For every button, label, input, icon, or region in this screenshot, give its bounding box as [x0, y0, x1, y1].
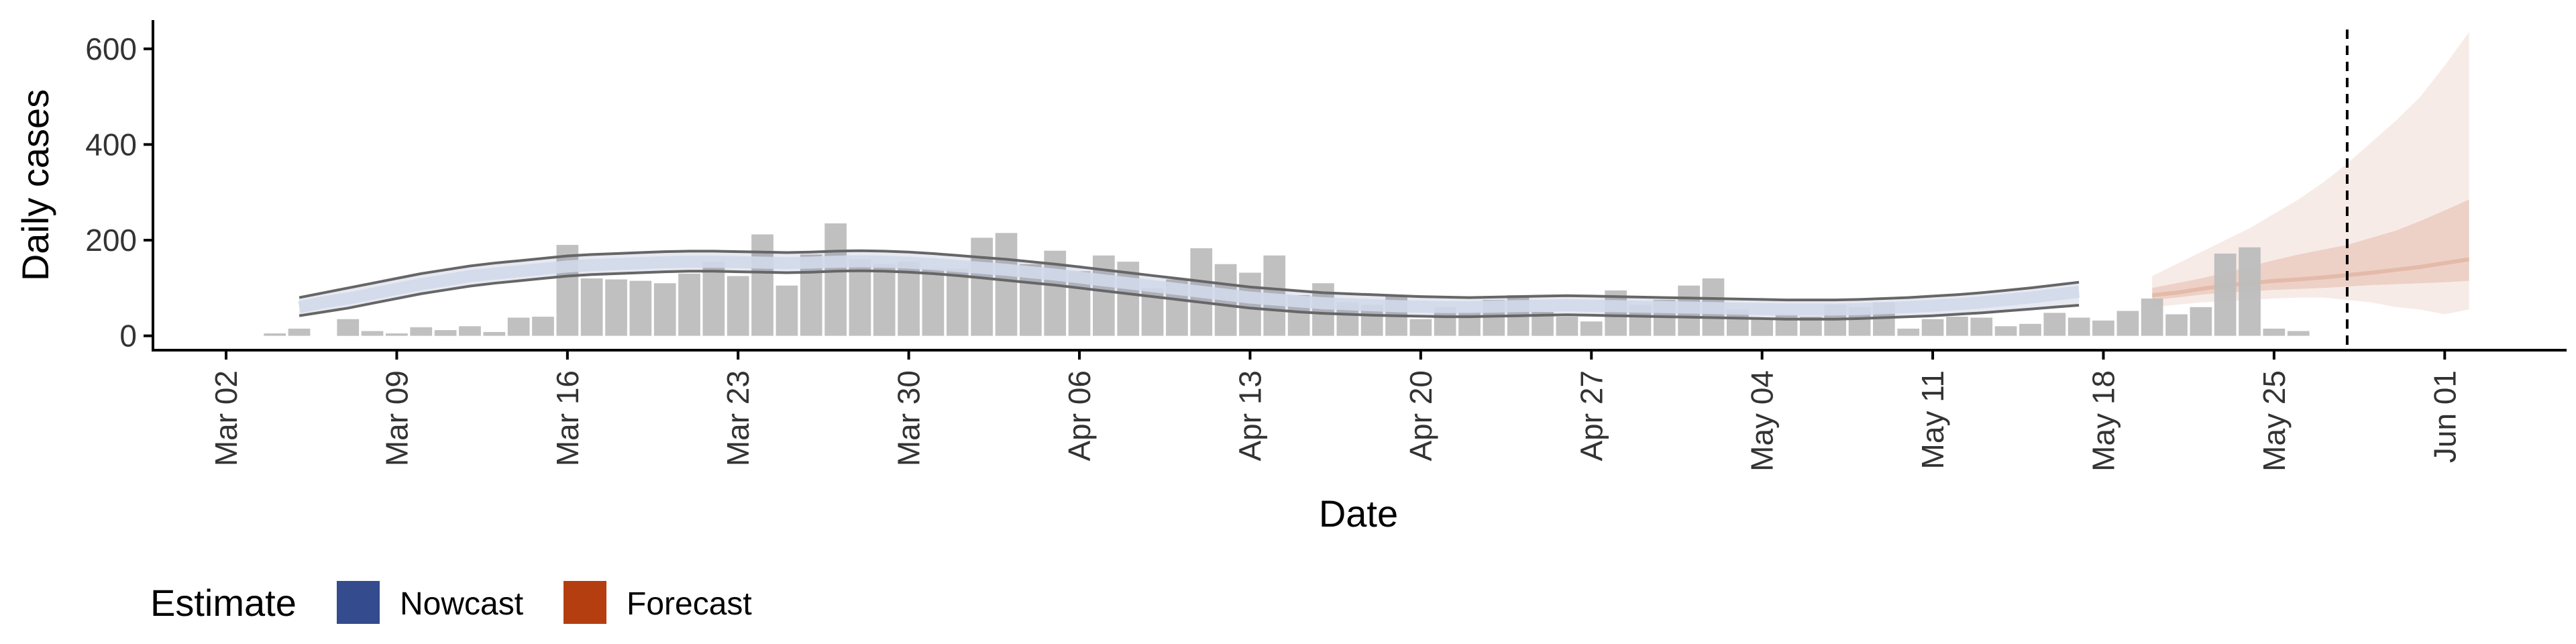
axes: [152, 20, 2567, 352]
y-tick-label: 400: [85, 127, 137, 162]
y-axis-title: Daily cases: [14, 89, 56, 281]
case-bar: [2239, 247, 2261, 336]
case-bar: [947, 268, 969, 336]
forecast-median-line: [2151, 257, 2470, 297]
case-bar: [1994, 326, 2017, 336]
x-tick-label: Mar 09: [379, 370, 414, 466]
nowcast-lower-line: [299, 269, 2080, 321]
case-bar: [434, 330, 457, 336]
case-bar: [507, 317, 530, 336]
case-bar: [1751, 319, 1773, 336]
legend-swatch-forecast: [564, 581, 606, 624]
case-bar: [2019, 323, 2041, 336]
forecast-bands: [2151, 32, 2470, 315]
case-bar: [2092, 320, 2114, 336]
case-bar: [1946, 317, 1968, 336]
x-tick-label: Apr 13: [1233, 370, 1268, 462]
case-bar: [337, 319, 360, 336]
case-bar: [2190, 307, 2212, 336]
legend-swatch-nowcast: [337, 581, 380, 624]
x-tick-label: Jun 01: [2427, 370, 2462, 463]
case-bar: [2141, 299, 2163, 336]
case-bar: [873, 264, 896, 336]
x-ticks: Mar 02 Mar 09 Mar 16 Mar 23 Mar 30 Apr 06 Apr …: [209, 350, 2462, 472]
case-bar: [264, 333, 286, 336]
legend: Estimate Nowcast Forecast: [150, 581, 752, 624]
y-tick-label: 600: [85, 32, 137, 66]
legend-label-nowcast: Nowcast: [400, 586, 523, 622]
case-bar: [532, 317, 554, 336]
legend-title: Estimate: [150, 582, 297, 624]
case-bar: [2068, 317, 2090, 336]
case-bar: [653, 283, 676, 336]
case-bar: [288, 328, 311, 336]
case-bar: [1556, 317, 1578, 336]
y-tick-label: 0: [119, 319, 137, 354]
case-bar: [2287, 331, 2310, 336]
x-tick-label: May 18: [2086, 370, 2121, 472]
case-bar: [2165, 314, 2188, 336]
forecast-band-90: [2152, 32, 2469, 315]
x-tick-label: May 11: [1915, 370, 1950, 469]
y-ticks: 0 200 400 600: [85, 32, 153, 354]
x-tick-label: May 04: [1745, 370, 1780, 472]
x-tick-label: Apr 27: [1574, 370, 1609, 462]
nowcast-median-line: [298, 255, 2080, 316]
x-tick-label: Mar 16: [550, 370, 585, 466]
case-bar: [605, 279, 627, 336]
x-tick-label: Mar 02: [209, 370, 244, 466]
case-bar: [2263, 328, 2286, 336]
case-bar: [1093, 255, 1115, 336]
case-bar: [2043, 313, 2066, 336]
case-bar: [727, 276, 749, 336]
case-bar: [1897, 328, 1920, 336]
case-bar: [898, 262, 920, 336]
nowcast-bands: [298, 249, 2080, 321]
case-bars: [264, 223, 2310, 336]
case-bar: [1921, 319, 1944, 336]
case-bar: [702, 262, 725, 336]
case-bar: [824, 223, 847, 336]
case-bar: [971, 237, 993, 336]
case-bar: [361, 331, 384, 336]
case-bar: [751, 234, 773, 336]
case-bar: [2214, 254, 2237, 336]
case-bar: [775, 285, 798, 336]
case-bar: [483, 331, 506, 336]
x-tick-label: Mar 23: [720, 370, 755, 466]
x-tick-label: Apr 06: [1062, 370, 1097, 462]
case-bar: [2116, 311, 2139, 336]
x-tick-label: Mar 30: [892, 370, 926, 466]
y-tick-label: 200: [85, 223, 137, 258]
case-bar: [1970, 317, 1993, 336]
x-tick-label: May 25: [2257, 370, 2292, 472]
case-bar: [1409, 319, 1432, 336]
case-bar: [1239, 272, 1261, 336]
case-bar: [629, 280, 652, 336]
case-bar: [678, 273, 700, 336]
nowcast-upper-line: [299, 249, 2080, 302]
legend-label-forecast: Forecast: [627, 586, 752, 622]
case-bar: [386, 333, 408, 336]
case-bar: [410, 327, 433, 336]
case-bar: [922, 268, 945, 336]
x-axis-title: Date: [1319, 492, 1398, 535]
case-bar: [995, 233, 1018, 336]
case-bar: [459, 326, 481, 336]
case-bar: [1580, 321, 1603, 336]
case-bar: [580, 278, 603, 336]
x-tick-label: Apr 20: [1403, 370, 1438, 462]
